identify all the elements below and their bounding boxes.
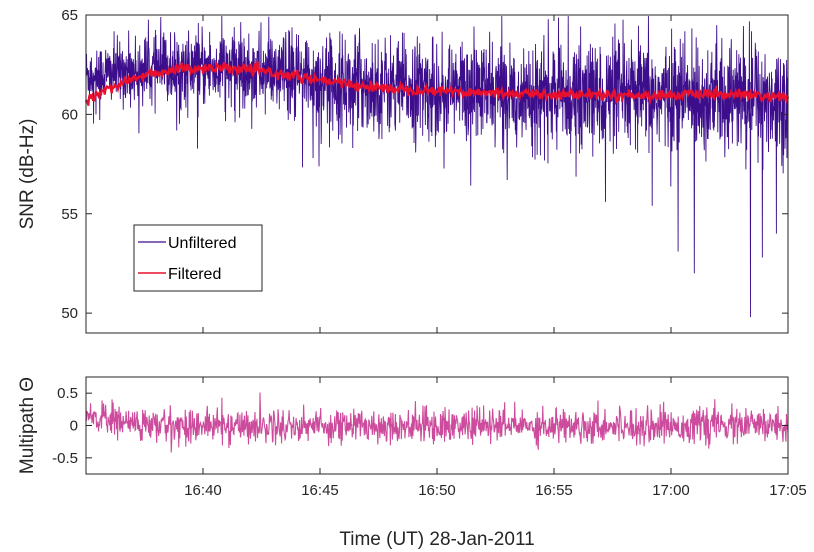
multipath-y-tick-label: 0.5 bbox=[57, 385, 78, 402]
snr-panel: 50 55 60 65 SNR (dB-Hz) Unfiltered Filtered bbox=[17, 7, 790, 334]
series-line-multipath bbox=[85, 392, 789, 453]
multipath-series-group bbox=[85, 392, 789, 453]
snr-y-tick-label: 55 bbox=[61, 206, 78, 223]
snr-ticks: 50 55 60 65 bbox=[61, 7, 789, 333]
multipath-y-tick-label: 0 bbox=[70, 418, 78, 435]
snr-y-axis-label: SNR (dB-Hz) bbox=[17, 119, 38, 230]
legend-label-filtered: Filtered bbox=[168, 266, 221, 283]
x-tick-label: 16:40 bbox=[184, 482, 222, 499]
multipath-y-tick-label: -0.5 bbox=[52, 450, 78, 467]
multipath-y-axis-label: Multipath Θ bbox=[17, 377, 38, 474]
legend: Unfiltered Filtered bbox=[133, 224, 263, 292]
x-tick-label: 16:50 bbox=[418, 482, 456, 499]
x-tick-label: 17:00 bbox=[652, 482, 690, 499]
snr-y-tick-label: 50 bbox=[61, 305, 78, 322]
series-line-filtered bbox=[84, 61, 790, 106]
x-axis-label: Time (UT) 28-Jan-2011 bbox=[339, 529, 534, 550]
x-tick-label: 16:55 bbox=[535, 482, 573, 499]
multipath-ticks: 16:40 16:45 16:50 16:55 17:00 17:05 -0.5 0 0.5 bbox=[52, 377, 807, 499]
x-tick-label: 16:45 bbox=[301, 482, 339, 499]
snr-y-tick-label: 60 bbox=[61, 106, 78, 123]
legend-label-unfiltered: Unfiltered bbox=[168, 235, 236, 252]
snr-y-tick-label: 65 bbox=[61, 7, 78, 24]
legend-box bbox=[133, 224, 263, 292]
snr-series-group bbox=[84, 15, 790, 318]
x-tick-label: 17:05 bbox=[769, 482, 807, 499]
multipath-panel: 16:40 16:45 16:50 16:55 17:00 17:05 -0.5 0 0.5 M… bbox=[17, 376, 807, 499]
